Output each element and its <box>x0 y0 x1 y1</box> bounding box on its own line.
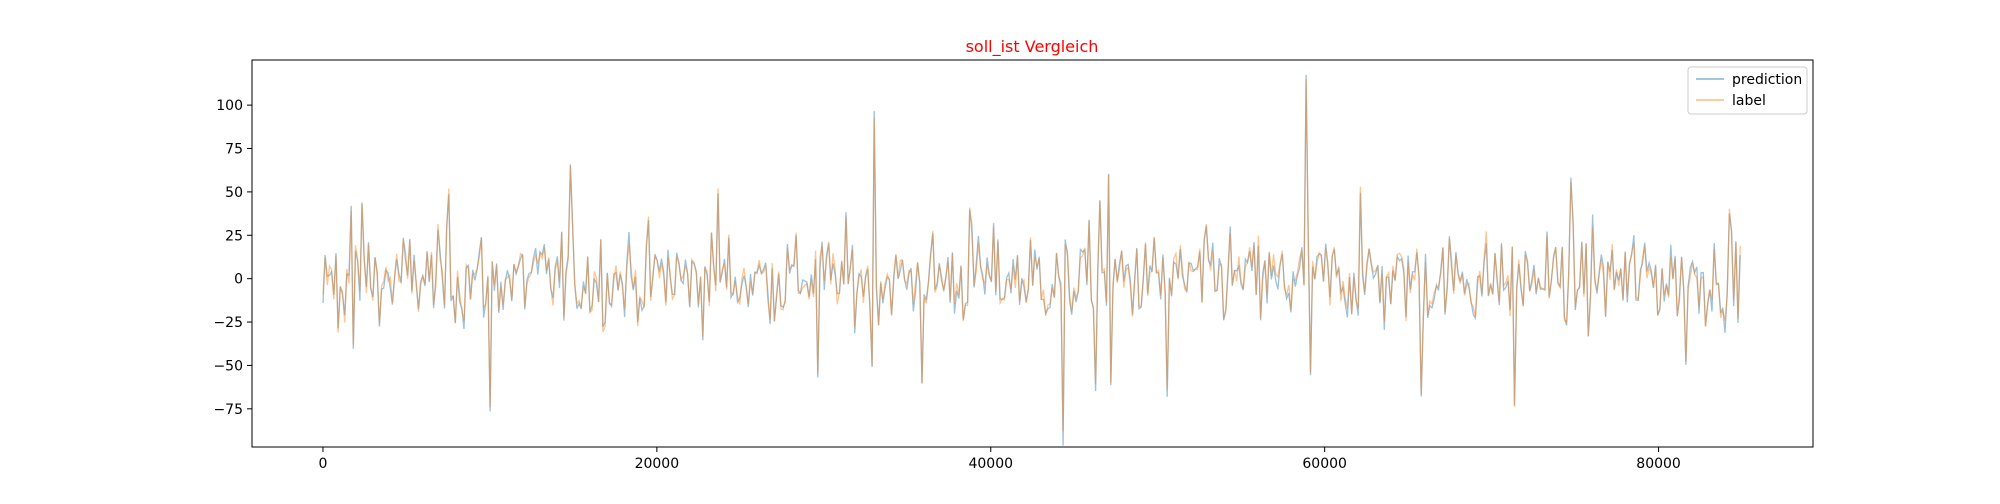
x-tick-label: 60000 <box>1302 456 1347 472</box>
chart-title: soll_ist Vergleich <box>966 37 1099 57</box>
y-tick-label: 100 <box>216 98 243 114</box>
plot-area <box>322 74 1741 446</box>
legend-label-prediction: prediction <box>1732 72 1802 88</box>
y-tick-label: −25 <box>213 315 243 331</box>
y-tick-label: −75 <box>213 402 243 418</box>
plot-frame <box>251 59 1814 448</box>
x-tick-label: 40000 <box>968 456 1013 472</box>
legend: prediction label <box>1687 66 1808 115</box>
x-tick-label: 80000 <box>1636 456 1681 472</box>
x-tick-label: 0 <box>318 456 327 472</box>
y-tick-label: 25 <box>225 228 243 244</box>
y-tick-label: 75 <box>225 142 243 158</box>
legend-label-label: label <box>1732 93 1766 109</box>
x-tick-label: 20000 <box>635 456 680 472</box>
series-line-label <box>322 79 1741 432</box>
series-line-prediction <box>322 74 1741 446</box>
y-tick-label: 0 <box>234 272 243 288</box>
y-tick-label: 50 <box>225 185 243 201</box>
y-tick-label: −50 <box>213 358 243 374</box>
y-axis: −75 −50 −25 0 25 50 75 100 <box>213 98 252 418</box>
x-axis: 0 20000 40000 60000 80000 <box>318 447 1681 472</box>
